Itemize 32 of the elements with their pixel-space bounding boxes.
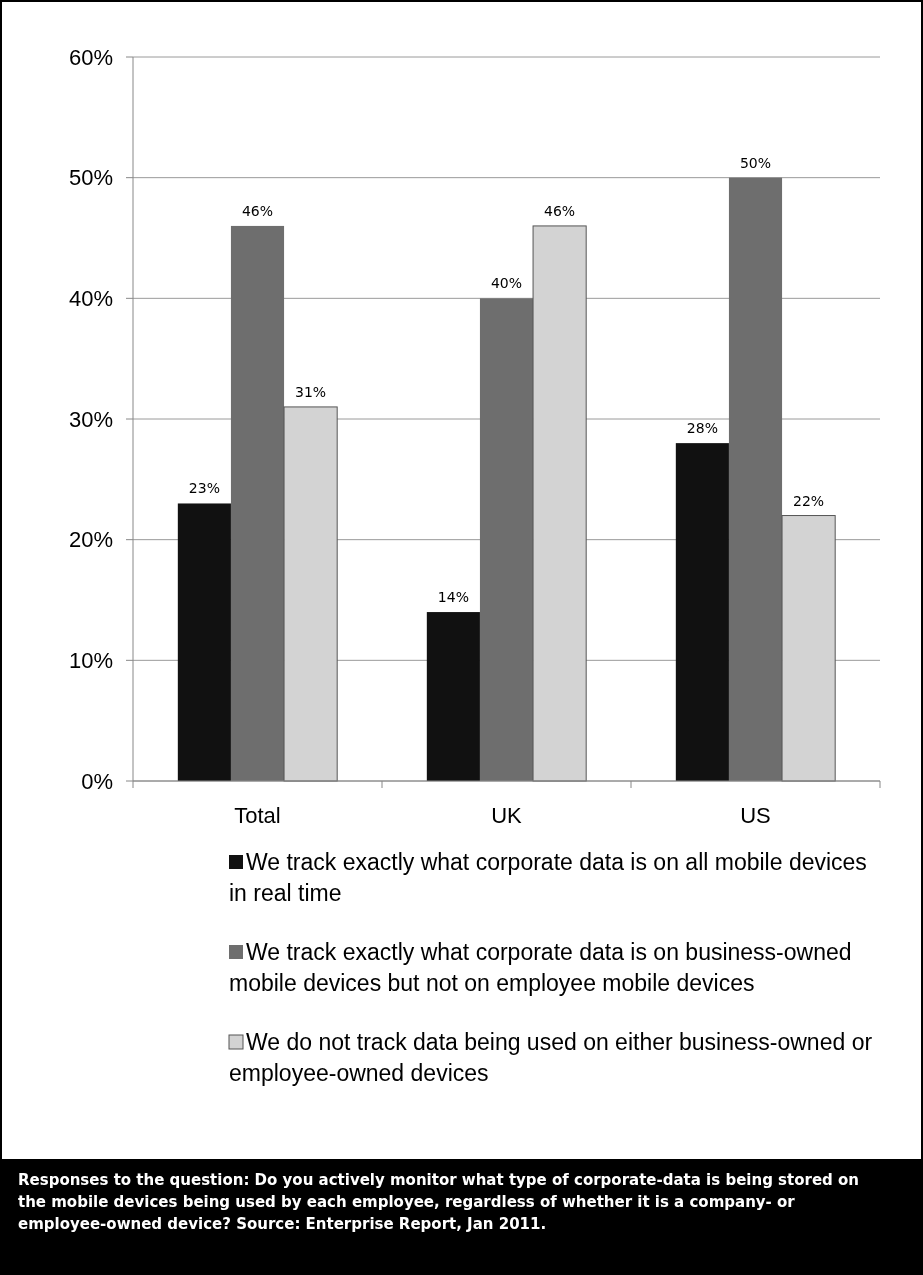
data-label: 23%	[188, 480, 220, 497]
y-tick-label: 30%	[68, 406, 113, 432]
x-tick-label: US	[740, 803, 771, 828]
y-tick-label: 60%	[68, 44, 113, 70]
bar	[675, 443, 729, 781]
y-tick-label: 0%	[81, 768, 113, 794]
bar	[479, 298, 534, 781]
legend-label: We track exactly what corporate data is on all mobile devices in real time	[229, 849, 867, 906]
x-tick-label: Total	[234, 803, 281, 828]
bar	[728, 177, 783, 781]
bar	[177, 503, 231, 781]
y-tick-label: 40%	[68, 286, 113, 312]
y-tick-label: 20%	[68, 527, 113, 553]
bar	[283, 406, 338, 782]
legend-label: We track exactly what corporate data is on business-owned mobile devices but not on employee mobile devices	[229, 939, 852, 996]
data-label: 28%	[686, 420, 718, 437]
bar	[532, 225, 587, 782]
bar	[426, 612, 480, 781]
y-tick-label: 50%	[68, 165, 113, 191]
data-label: 22%	[793, 492, 825, 509]
legend-label: We do not track data being used on either business-owned or employee-owned devices	[229, 1029, 873, 1086]
data-label: 46%	[241, 202, 274, 219]
bar	[781, 515, 836, 782]
data-label: 50%	[739, 154, 772, 171]
data-label: 40%	[490, 275, 523, 292]
y-tick-label: 10%	[68, 648, 113, 674]
text: Responses to the question: Do you actively monitor what type of corporate-data is being stored on the mobile devices being used by each employee, regardless of whether it is a company- or employee-owned device? Source: Enterprise Report, Jan 2011.	[18, 1171, 860, 1233]
bar	[230, 225, 285, 781]
data-label: 31%	[295, 383, 327, 400]
data-label: 46%	[544, 202, 576, 219]
x-tick-label: UK	[491, 803, 523, 828]
data-label: 14%	[437, 589, 469, 606]
